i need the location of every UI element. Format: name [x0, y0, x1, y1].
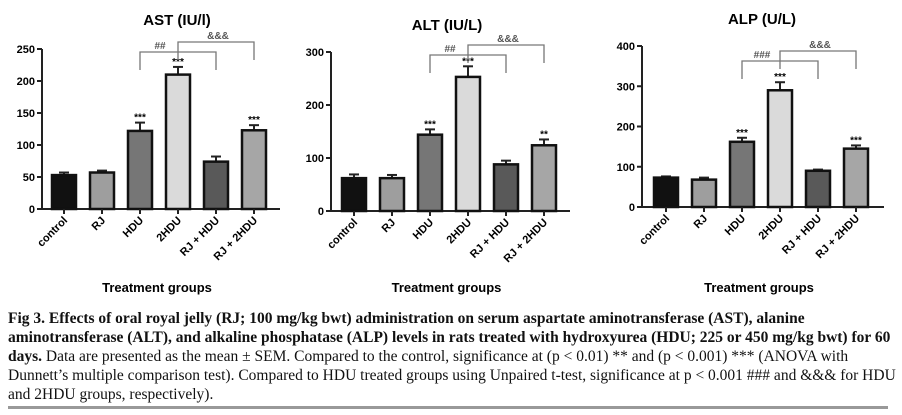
y-tick-label: 200	[617, 122, 635, 134]
chart-alp: ALP (U/L) 0 100 200 300 400 control RJ *** HDU ***…	[617, 11, 884, 295]
bar-rj-hdu	[492, 163, 520, 213]
comparison-bracket	[779, 50, 857, 69]
significance-label: ***	[774, 72, 786, 83]
bar-rj	[88, 171, 116, 211]
bar-rj	[378, 176, 406, 213]
category-label: HDU	[121, 215, 146, 240]
significance-label: ***	[172, 57, 184, 68]
y-tick-label: 250	[17, 44, 35, 56]
category-label: control	[35, 215, 70, 250]
significance-label: ***	[736, 128, 748, 139]
category-label: HDU	[723, 213, 748, 238]
bar-2hdu	[766, 89, 794, 209]
category-label: RJ	[90, 215, 108, 233]
significance-label: **	[540, 129, 548, 140]
bar-control	[652, 176, 680, 209]
y-tick-label: 100	[617, 162, 635, 174]
y-tick-label: 0	[629, 202, 635, 214]
comparison-label: ###	[754, 50, 771, 61]
significance-label: ***	[134, 113, 146, 124]
significance-label: ***	[248, 115, 260, 126]
category-label: 2HDU	[756, 213, 786, 243]
y-tick-label: 300	[306, 47, 324, 59]
y-tick-label: 0	[29, 204, 35, 216]
category-label: control	[325, 217, 360, 252]
y-tick-label: 100	[17, 140, 35, 152]
comparison-bracket	[467, 44, 545, 63]
significance-label: ***	[850, 135, 862, 146]
caption-rule	[8, 406, 888, 409]
category-label: HDU	[411, 217, 436, 242]
bar-control	[340, 176, 368, 213]
category-label: 2HDU	[154, 215, 184, 245]
x-axis-label: Treatment groups	[704, 280, 814, 295]
bar-rj-2hdu	[530, 144, 558, 213]
bar-hdu	[728, 140, 756, 209]
y-tick-label: 200	[306, 100, 324, 112]
bar-rj-hdu	[202, 160, 230, 211]
comparison-label: &&&	[497, 34, 519, 45]
x-axis-label: Treatment groups	[392, 280, 502, 295]
category-label: 2HDU	[444, 217, 474, 247]
bar-2hdu	[454, 75, 482, 213]
caption-body: Data are presented as the mean ± SEM. Co…	[8, 348, 896, 403]
y-tick-label: 300	[617, 81, 635, 93]
category-label: RJ	[692, 213, 710, 231]
bar-rj	[690, 178, 718, 209]
bar-2hdu	[164, 73, 192, 211]
comparison-label: ##	[154, 41, 166, 52]
comparison-label: &&&	[809, 40, 831, 51]
caption-title: Effects of oral royal jelly (RJ; 100 mg/…	[8, 310, 891, 365]
category-label: control	[637, 213, 672, 248]
category-label: RJ	[380, 217, 398, 235]
caption-label: Fig 3.	[8, 310, 46, 327]
y-tick-label: 0	[318, 206, 324, 218]
y-tick-label: 400	[617, 41, 635, 53]
y-tick-label: 150	[17, 108, 35, 120]
figure-charts: AST (IU/l) 0 50 100 150 200 250 control RJ *** HDU…	[17, 11, 884, 295]
y-tick-label: 50	[23, 172, 35, 184]
x-axis-label: Treatment groups	[102, 280, 212, 295]
comparison-bracket	[177, 41, 255, 60]
y-tick-label: 100	[306, 153, 324, 165]
significance-label: ***	[424, 119, 436, 130]
chart-title: ALP (U/L)	[728, 11, 796, 28]
y-tick-label: 200	[17, 76, 35, 88]
comparison-label: &&&	[207, 31, 229, 42]
chart-title: AST (IU/l)	[143, 12, 211, 29]
figure-caption: Fig 3. Effects of oral royal jelly (RJ; …	[8, 309, 898, 404]
bar-rj-hdu	[804, 169, 832, 209]
chart-ast: AST (IU/l) 0 50 100 150 200 250 control RJ *** HDU…	[17, 12, 280, 295]
comparison-label: ##	[444, 44, 456, 55]
bar-hdu	[416, 133, 444, 213]
bar-rj-2hdu	[842, 147, 870, 209]
bar-control	[50, 173, 78, 211]
bar-hdu	[126, 129, 154, 211]
chart-title: ALT (IU/L)	[412, 17, 483, 34]
bar-rj-2hdu	[240, 129, 268, 211]
